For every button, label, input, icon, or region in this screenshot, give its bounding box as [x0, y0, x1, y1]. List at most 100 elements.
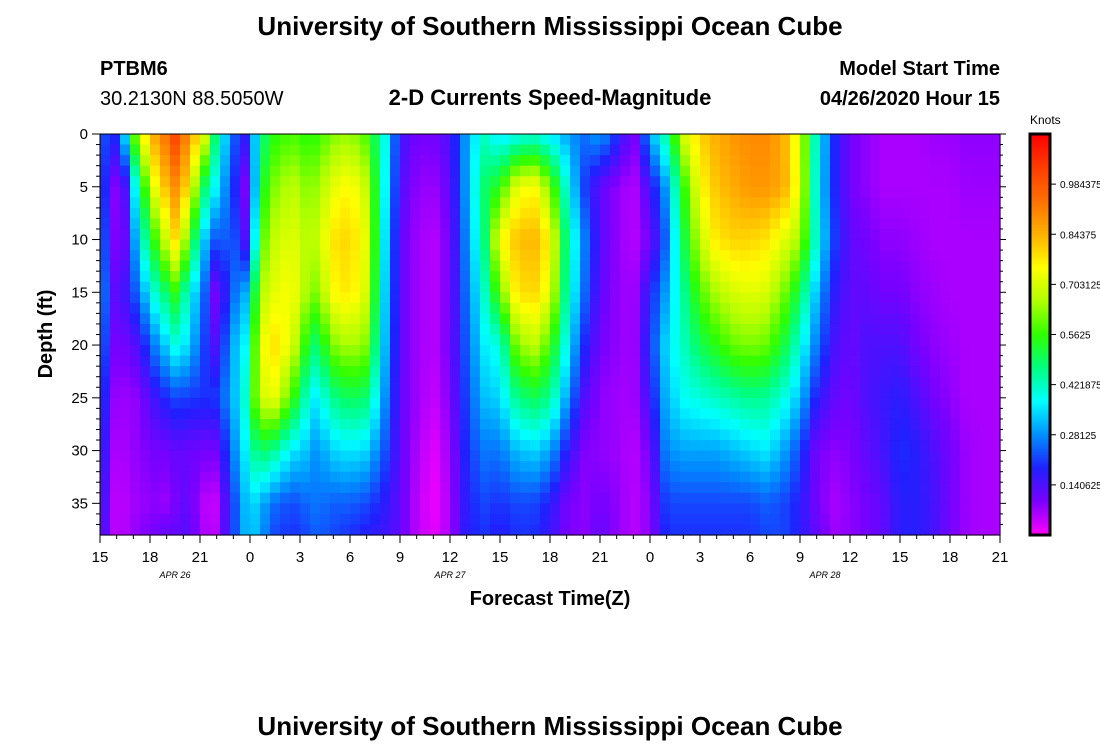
heatmap-cell	[830, 366, 841, 378]
heatmap-cell	[640, 197, 651, 209]
heatmap-cell	[360, 155, 371, 167]
heatmap-cell	[730, 366, 741, 378]
heatmap-cell	[250, 313, 261, 325]
heatmap-cell	[540, 429, 551, 441]
heatmap-cell	[450, 461, 461, 473]
heatmap-cell	[510, 334, 521, 346]
heatmap-cell	[980, 440, 991, 452]
heatmap-cell	[210, 281, 221, 293]
heatmap-cell	[350, 271, 361, 283]
heatmap-cell	[740, 366, 751, 378]
heatmap-cell	[590, 260, 601, 272]
heatmap-cell	[810, 334, 821, 346]
heatmap-cell	[380, 260, 391, 272]
heatmap-cell	[360, 313, 371, 325]
heatmap-cell	[610, 418, 621, 431]
heatmap-cell	[650, 228, 661, 241]
heatmap-cell	[950, 397, 961, 409]
heatmap-cell	[700, 376, 711, 388]
heatmap-cell	[730, 450, 741, 462]
heatmap-cell	[220, 176, 231, 188]
heatmap-cell	[810, 345, 821, 357]
heatmap-cell	[570, 471, 581, 483]
heatmap-cell	[730, 207, 741, 220]
heatmap-cell	[840, 418, 851, 431]
heatmap-cell	[710, 155, 721, 167]
heatmap-cell	[150, 334, 161, 346]
heatmap-cell	[160, 239, 171, 251]
heatmap-cell	[270, 271, 281, 283]
heatmap-cell	[290, 513, 301, 526]
heatmap-cell	[530, 408, 541, 420]
heatmap-cell	[200, 228, 211, 241]
heatmap-cell	[110, 524, 121, 536]
heatmap-cell	[790, 144, 801, 156]
heatmap-cell	[860, 429, 871, 441]
heatmap-cell	[610, 218, 621, 230]
heatmap-cell	[840, 313, 851, 325]
heatmap-cell	[720, 366, 731, 378]
heatmap-cell	[620, 228, 631, 241]
heatmap-cell	[280, 176, 291, 188]
heatmap-cell	[150, 345, 161, 357]
heatmap-cell	[700, 260, 711, 272]
heatmap-cell	[260, 418, 271, 431]
heatmap-cell	[490, 418, 501, 431]
heatmap-cell	[190, 260, 201, 272]
heatmap-cell	[930, 176, 941, 188]
heatmap-cell	[810, 186, 821, 198]
heatmap-cell	[360, 144, 371, 156]
heatmap-cell	[150, 144, 161, 156]
heatmap-cell	[430, 260, 441, 272]
heatmap-cell	[580, 218, 591, 230]
heatmap-cell	[430, 281, 441, 293]
heatmap-cell	[290, 461, 301, 473]
heatmap-cell	[550, 165, 561, 177]
heatmap-cell	[950, 345, 961, 357]
heatmap-cell	[530, 376, 541, 388]
heatmap-cell	[690, 302, 701, 314]
heatmap-cell	[720, 281, 731, 293]
heatmap-cell	[340, 228, 351, 241]
heatmap-cell	[650, 207, 661, 220]
heatmap-cell	[760, 186, 771, 198]
heatmap-cell	[230, 461, 241, 473]
heatmap-cell	[280, 207, 291, 220]
heatmap-cell	[960, 207, 971, 220]
heatmap-cell	[560, 228, 571, 241]
heatmap-cell	[400, 355, 411, 367]
heatmap-cell	[330, 176, 341, 188]
heatmap-cell	[520, 387, 531, 399]
heatmap-cell	[280, 440, 291, 452]
heatmap-cell	[270, 228, 281, 241]
heatmap-cell	[670, 207, 681, 220]
heatmap-cell	[450, 176, 461, 188]
heatmap-cell	[770, 429, 781, 441]
heatmap-cell	[810, 239, 821, 251]
heatmap-cell	[100, 281, 111, 293]
heatmap-cell	[440, 134, 451, 146]
heatmap-cell	[300, 197, 311, 209]
heatmap-cell	[640, 408, 651, 420]
heatmap-cell	[430, 471, 441, 483]
heatmap-cell	[460, 134, 471, 146]
heatmap-cell	[520, 345, 531, 357]
heatmap-cell	[840, 281, 851, 293]
heatmap-cell	[330, 165, 341, 177]
heatmap-cell	[380, 440, 391, 452]
heatmap-cell	[340, 524, 351, 536]
heatmap-cell	[330, 228, 341, 241]
heatmap-cell	[910, 218, 921, 230]
heatmap-cell	[580, 176, 591, 188]
heatmap-cell	[630, 271, 641, 283]
heatmap-cell	[850, 524, 861, 536]
heatmap-cell	[550, 186, 561, 198]
heatmap-cell	[890, 503, 901, 515]
heatmap-cell	[460, 345, 471, 357]
heatmap-cell	[740, 387, 751, 399]
heatmap-cell	[380, 239, 391, 251]
heatmap-cell	[520, 366, 531, 378]
heatmap-cell	[630, 418, 641, 431]
x-tick-label: 3	[696, 549, 704, 566]
heatmap-cell	[400, 197, 411, 209]
